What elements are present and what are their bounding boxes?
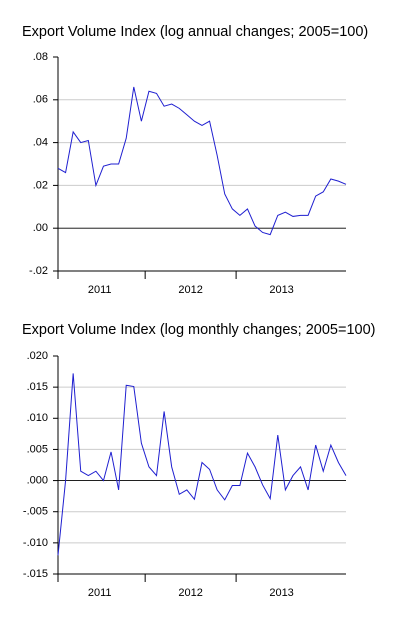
y-tick-label: .06 [33,94,48,106]
y-tick-label: .000 [27,474,48,486]
y-tick-label: -.02 [29,265,48,277]
line-series [57,86,347,236]
chart-title: Export Volume Index (log annual changes;… [22,24,368,40]
y-tick-label: .08 [33,51,48,63]
y-tick-label: .04 [33,137,48,149]
y-tick-label: -.010 [23,537,48,549]
x-tick-label: 2012 [178,587,202,599]
y-tick-label: -.005 [23,506,48,518]
y-tick-label: .020 [27,350,48,362]
x-tick-label: 2011 [88,284,112,296]
x-tick-label: 2013 [269,284,293,296]
y-tick-label: .005 [27,443,48,455]
y-tick-label: .015 [27,381,48,393]
x-tick-label: 2013 [269,587,293,599]
y-tick-label: .02 [33,179,48,191]
x-tick-label: 2012 [178,284,202,296]
chart-title: Export Volume Index (log monthly changes… [22,322,375,338]
y-tick-label: .010 [27,412,48,424]
line-series [57,373,347,556]
x-tick-label: 2011 [88,587,112,599]
y-tick-label: -.015 [23,568,48,580]
y-tick-label: .00 [33,222,48,234]
